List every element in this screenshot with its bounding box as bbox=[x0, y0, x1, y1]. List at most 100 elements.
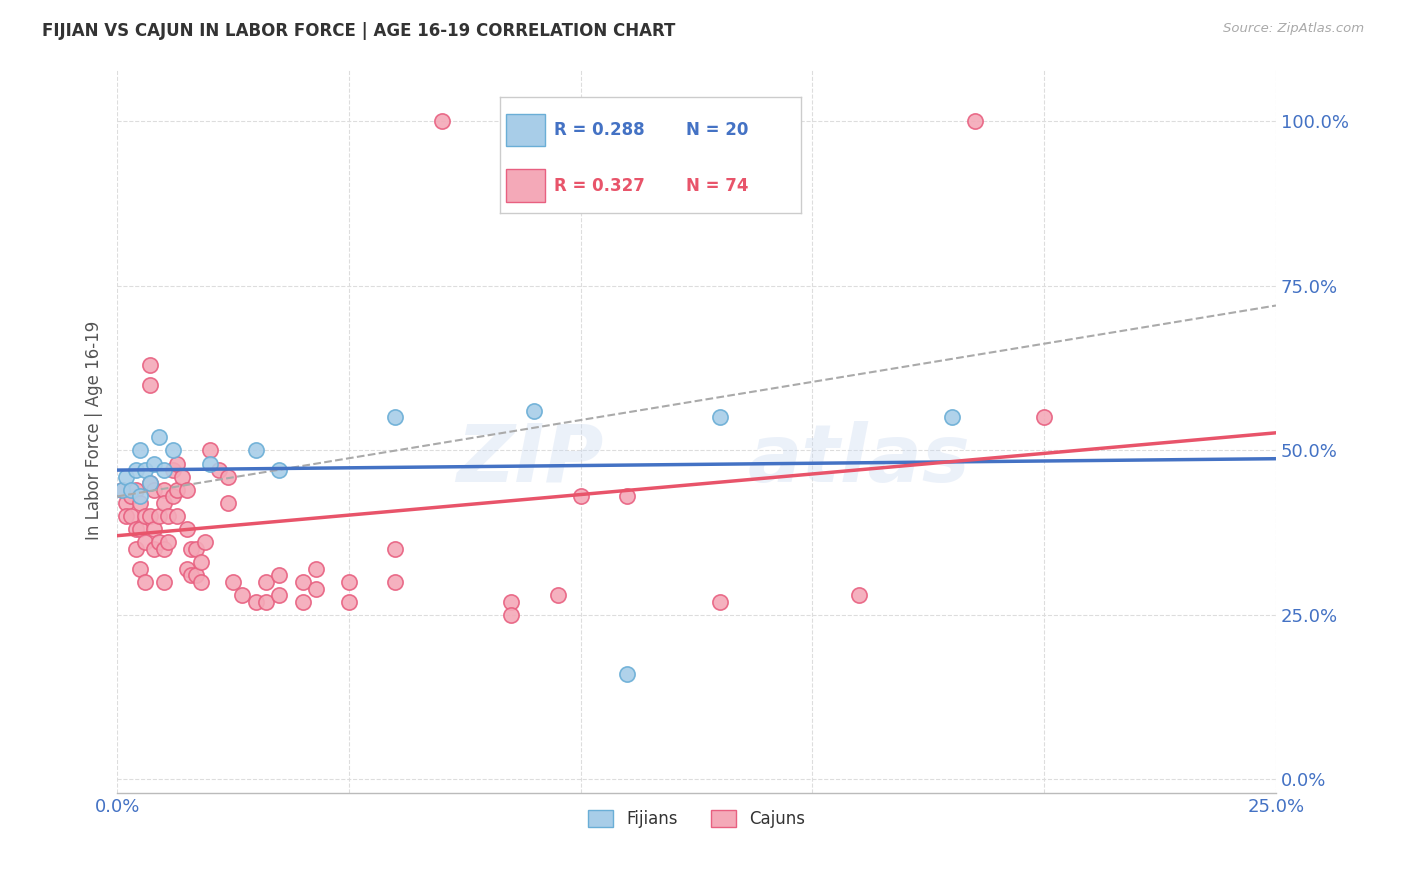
Point bbox=[547, 588, 569, 602]
Point bbox=[194, 535, 217, 549]
Text: Source: ZipAtlas.com: Source: ZipAtlas.com bbox=[1223, 22, 1364, 36]
Text: ZIP: ZIP bbox=[457, 420, 603, 499]
Point bbox=[143, 522, 166, 536]
Point bbox=[125, 522, 148, 536]
Y-axis label: In Labor Force | Age 16-19: In Labor Force | Age 16-19 bbox=[86, 321, 103, 541]
Point bbox=[208, 463, 231, 477]
Point bbox=[709, 410, 731, 425]
Point bbox=[198, 457, 221, 471]
Point bbox=[291, 574, 314, 589]
Point bbox=[269, 568, 291, 582]
Point bbox=[157, 509, 180, 524]
Point bbox=[616, 667, 638, 681]
Point bbox=[384, 410, 406, 425]
Point bbox=[152, 483, 174, 497]
Point bbox=[180, 568, 202, 582]
Point bbox=[129, 562, 152, 576]
Point bbox=[941, 410, 963, 425]
Point bbox=[166, 509, 188, 524]
Point bbox=[138, 476, 160, 491]
Point bbox=[384, 574, 406, 589]
Point bbox=[148, 430, 170, 444]
Point bbox=[125, 542, 148, 557]
Point bbox=[245, 595, 267, 609]
Point bbox=[184, 542, 207, 557]
Point bbox=[162, 463, 184, 477]
Point bbox=[176, 483, 198, 497]
Point bbox=[501, 595, 523, 609]
Point bbox=[231, 588, 253, 602]
Point bbox=[337, 574, 360, 589]
Point bbox=[162, 443, 184, 458]
Point bbox=[125, 483, 148, 497]
Point bbox=[129, 443, 152, 458]
Point bbox=[166, 483, 188, 497]
Point bbox=[134, 509, 156, 524]
Point bbox=[222, 574, 245, 589]
Point bbox=[138, 509, 160, 524]
Point bbox=[254, 595, 277, 609]
Point bbox=[115, 509, 138, 524]
Point bbox=[384, 542, 406, 557]
Point bbox=[134, 535, 156, 549]
Point bbox=[190, 555, 212, 569]
Point bbox=[134, 463, 156, 477]
Point bbox=[152, 463, 174, 477]
Point bbox=[143, 483, 166, 497]
Point bbox=[709, 595, 731, 609]
Point bbox=[148, 535, 170, 549]
Point bbox=[138, 358, 160, 372]
Point bbox=[569, 490, 592, 504]
Point bbox=[166, 457, 188, 471]
Point bbox=[111, 483, 134, 497]
Point bbox=[152, 542, 174, 557]
Point bbox=[616, 490, 638, 504]
Point bbox=[254, 574, 277, 589]
Point bbox=[305, 582, 328, 596]
Point bbox=[172, 469, 194, 483]
Point bbox=[523, 404, 546, 418]
Legend: Fijians, Cajuns: Fijians, Cajuns bbox=[581, 804, 813, 835]
Point bbox=[180, 542, 202, 557]
Point bbox=[184, 568, 207, 582]
Point bbox=[269, 463, 291, 477]
Point bbox=[176, 522, 198, 536]
Point bbox=[337, 595, 360, 609]
Point bbox=[115, 469, 138, 483]
Point bbox=[198, 443, 221, 458]
Point bbox=[129, 490, 152, 504]
Point bbox=[245, 443, 267, 458]
Point bbox=[120, 490, 142, 504]
Point bbox=[134, 574, 156, 589]
Point bbox=[120, 483, 142, 497]
Point bbox=[115, 496, 138, 510]
Point bbox=[305, 562, 328, 576]
Text: FIJIAN VS CAJUN IN LABOR FORCE | AGE 16-19 CORRELATION CHART: FIJIAN VS CAJUN IN LABOR FORCE | AGE 16-… bbox=[42, 22, 675, 40]
Point bbox=[129, 496, 152, 510]
Point bbox=[152, 496, 174, 510]
Point bbox=[120, 509, 142, 524]
Point bbox=[125, 463, 148, 477]
Point bbox=[143, 542, 166, 557]
Point bbox=[963, 114, 986, 128]
Point bbox=[138, 377, 160, 392]
Point bbox=[162, 490, 184, 504]
Point bbox=[157, 535, 180, 549]
Point bbox=[217, 469, 239, 483]
Point bbox=[430, 114, 453, 128]
Point bbox=[111, 483, 134, 497]
Point bbox=[138, 476, 160, 491]
Point bbox=[152, 574, 174, 589]
Point bbox=[143, 457, 166, 471]
Text: atlas: atlas bbox=[748, 420, 970, 499]
Point bbox=[190, 574, 212, 589]
Point bbox=[291, 595, 314, 609]
Point bbox=[148, 509, 170, 524]
Point bbox=[269, 588, 291, 602]
Point bbox=[176, 562, 198, 576]
Point bbox=[501, 607, 523, 622]
Point bbox=[129, 522, 152, 536]
Point bbox=[848, 588, 870, 602]
Point bbox=[217, 496, 239, 510]
Point bbox=[1033, 410, 1056, 425]
